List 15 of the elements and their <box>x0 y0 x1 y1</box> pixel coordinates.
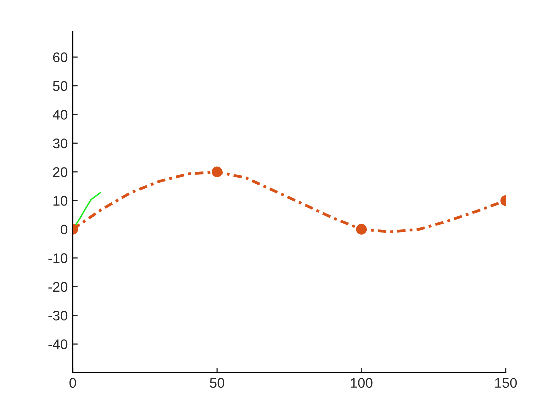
y-tick-label: 20 <box>53 167 68 178</box>
x-tick-label: 100 <box>351 378 373 388</box>
y-tick-label: -10 <box>48 254 68 264</box>
x-tick-label: 0 <box>70 378 76 388</box>
x-tick-label: 50 <box>210 378 225 388</box>
y-tick-label: -40 <box>48 340 68 350</box>
y-tick-label: 50 <box>53 81 68 92</box>
y-tick-label: 30 <box>53 138 68 149</box>
y-tick-label: -30 <box>48 310 68 321</box>
y-tick-label: 40 <box>53 110 68 120</box>
y-tick-label: 60 <box>53 52 68 62</box>
y-tick-label: 0 <box>60 224 68 235</box>
y-tick-label: -20 <box>48 282 68 292</box>
x-tick-label: 150 <box>495 378 518 388</box>
y-tick-label: 10 <box>54 196 68 206</box>
